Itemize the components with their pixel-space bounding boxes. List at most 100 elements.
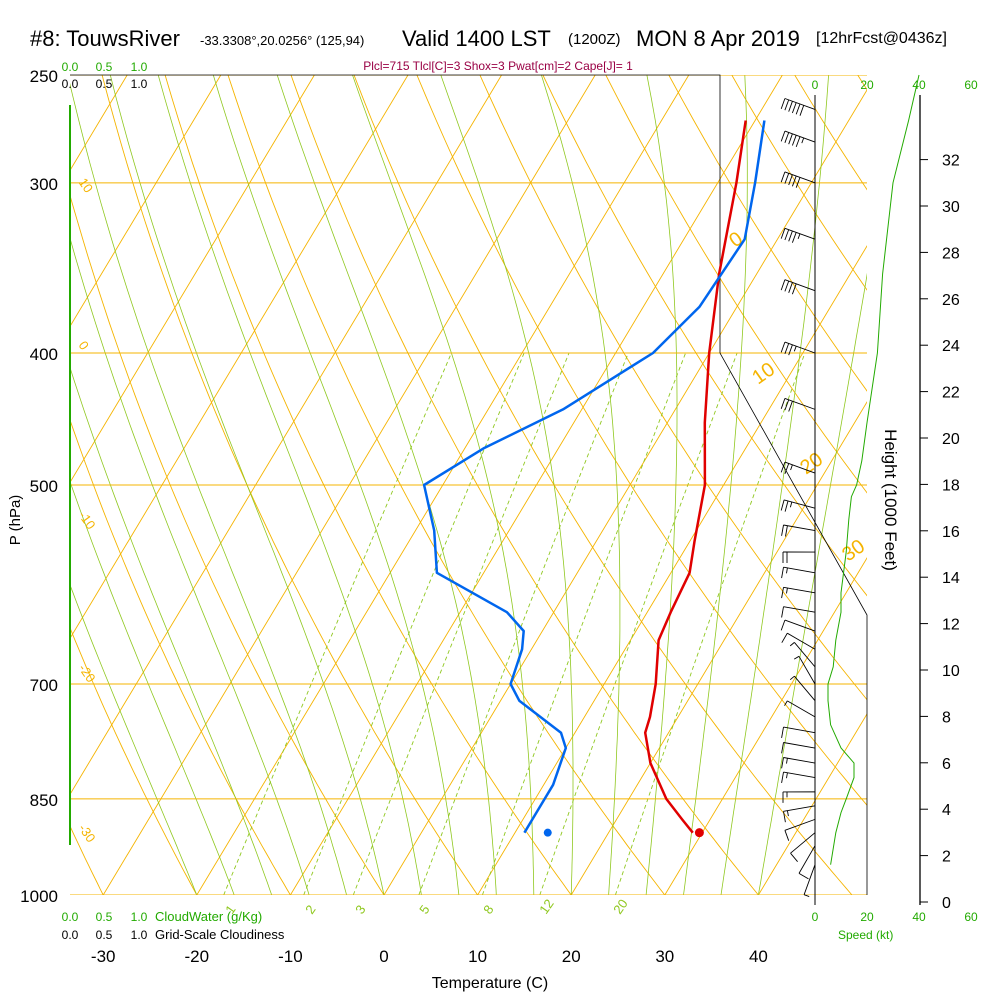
wind-barb-flag: [780, 130, 786, 142]
cloud-scale-top-green: 1.0: [131, 60, 148, 74]
wind-barb-flag: [795, 136, 801, 148]
wind-barb-staff: [784, 279, 816, 292]
dewpoint-line: [422, 120, 766, 834]
wind-barb: [780, 397, 816, 412]
station-name: #8: TouwsRiver: [30, 26, 180, 51]
wind-barb-flag: [780, 279, 786, 291]
moist-adiabat-line: [276, 75, 497, 895]
wind-barb-flag: [780, 98, 786, 110]
wind-barb-flag: [795, 103, 801, 115]
wind-barb-flag: [791, 102, 797, 114]
pressure-tick-label: 500: [30, 477, 58, 496]
wind-barb-staff: [783, 771, 816, 779]
dry-adiabat-line: [227, 75, 666, 895]
wind-barb-flag: [791, 135, 797, 146]
moist-adiabat-line: [70, 82, 347, 895]
wind-barb: [780, 98, 816, 116]
height-tick-label: 18: [942, 477, 960, 494]
wind-barb-flag: [783, 811, 786, 823]
wind-barb-staff: [787, 632, 816, 650]
wind-barb-staff: [784, 130, 816, 143]
wind-barb-staff: [784, 619, 816, 632]
wind-barb-staff: [783, 524, 816, 531]
wind-barb-flag: [786, 587, 788, 594]
wind-barb-flag: [781, 742, 784, 754]
temperature-tick-label: 40: [749, 947, 768, 966]
wind-barb-staff: [790, 832, 816, 854]
wind-barb-staff: [783, 757, 816, 764]
wind-barb-flag: [784, 399, 790, 411]
wind-barb-flag: [785, 525, 788, 537]
speed-tick-top: 0: [812, 78, 819, 92]
wind-barb-flag: [788, 344, 793, 356]
plot-frame: [69, 74, 928, 905]
moist-adiabat-line: [352, 75, 535, 895]
wind-barb-flag: [793, 346, 797, 352]
cloud-scale-top-green: 0.5: [96, 60, 113, 74]
wind-barb-staff: [783, 742, 816, 749]
wind-barb-flag: [786, 758, 788, 764]
wind-barb-flag: [793, 655, 800, 660]
isotherm-label: -20: [76, 661, 99, 685]
wind-barb: [781, 586, 816, 599]
cloud-scale-top-green: 0.0: [62, 60, 79, 74]
isotherm-label: 0: [76, 338, 92, 353]
wind-barb: [781, 757, 816, 769]
height-tick-label: 8: [942, 709, 951, 726]
wind-barb-flag: [780, 228, 786, 239]
pressure-tick-label: 850: [30, 791, 58, 810]
mixing-ratio-label: 20: [610, 896, 631, 916]
wind-barb-staff: [784, 341, 816, 354]
wind-barb-flag: [790, 464, 793, 471]
height-tick-label: 20: [942, 431, 960, 448]
height-axis-title: Height (1000 Feet): [881, 429, 900, 571]
wind-speed-line: [827, 74, 920, 865]
wind-barb-flag: [791, 232, 797, 243]
moist-adiabat-line: [440, 75, 574, 895]
wind-barb: [781, 566, 816, 579]
temperature-tick-label: 30: [655, 947, 674, 966]
height-tick-label: 12: [942, 617, 960, 634]
isotherm-label: -10: [76, 508, 99, 532]
temperature-tick-label: 20: [562, 947, 581, 966]
wind-barb-flag: [797, 233, 801, 240]
mixing-ratio-label: 8: [480, 902, 496, 917]
surface-temperature-dot: [694, 828, 704, 838]
wind-barb: [781, 726, 816, 738]
mixing-ratio-label: 2: [302, 902, 318, 917]
wind-barb: [798, 845, 816, 880]
pressure-tick-label: 250: [30, 67, 58, 86]
wind-barb-flag: [784, 700, 788, 706]
isotherm-line: [70, 75, 315, 484]
wind-barb-flag: [803, 894, 810, 898]
wind-barb-staff: [803, 864, 816, 895]
station-coords: -33.3308°,20.0256° (125,94): [200, 33, 365, 48]
pressure-tick-label: 700: [30, 676, 58, 695]
dry-adiabat-line: [70, 418, 291, 895]
dry-adiabat-label: 20: [796, 448, 827, 479]
wind-barb: [780, 171, 816, 188]
wind-barb-flag: [788, 230, 793, 242]
wind-barb-flag: [781, 632, 788, 643]
speed-tick-top: 40: [912, 78, 926, 92]
wind-barb-staff: [784, 171, 816, 184]
wind-barb-staff: [783, 566, 816, 574]
wind-barb-flag: [795, 177, 801, 188]
dry-adiabat-line: [479, 75, 867, 701]
wind-barb-flag: [801, 137, 805, 144]
height-tick-label: 16: [942, 524, 960, 541]
forecast-label: [12hrFcst@0436z]: [816, 30, 947, 47]
speed-tick-bottom: 60: [964, 910, 978, 924]
sounding-profiles: [422, 120, 766, 838]
utc-time: (1200Z): [568, 31, 621, 48]
wind-barb-flag: [786, 772, 788, 779]
cloudiness-label: Grid-Scale Cloudiness: [155, 927, 285, 942]
wind-barb-staff: [798, 656, 816, 685]
wind-barb-flag: [784, 173, 790, 184]
wind-barb: [780, 619, 816, 632]
wind-barb-flag: [784, 343, 790, 354]
height-tick-label: 2: [942, 849, 951, 866]
wind-barb-staff: [783, 499, 816, 509]
moist-adiabat-line: [109, 75, 385, 895]
temperature-tick-label: -10: [278, 947, 303, 966]
